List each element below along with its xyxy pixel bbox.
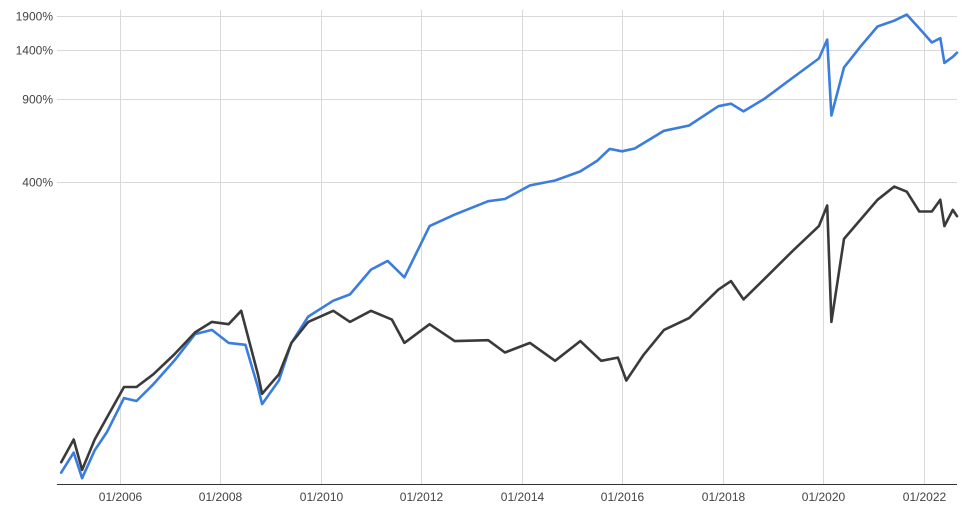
x-tick-label: 01/2022 (903, 490, 947, 504)
y-axis-tick-labels: 1900% 1400% 900% 400% (16, 10, 54, 190)
x-axis-tick-labels: 01/2006 01/2008 01/2010 01/2012 01/2014 01/20… (99, 490, 947, 504)
x-tick-label: 01/2012 (400, 490, 444, 504)
x-tick-label: 01/2008 (199, 490, 243, 504)
x-tick-label: 01/2014 (501, 490, 545, 504)
x-tick-label: 01/2018 (702, 490, 746, 504)
series-lines (59, 13, 959, 480)
x-tick-label: 01/2006 (99, 490, 143, 504)
x-tick-label: 01/2016 (601, 490, 645, 504)
x-tick-label: 01/2020 (802, 490, 846, 504)
series-line-1 (59, 13, 959, 480)
horizontal-gridlines (57, 16, 957, 183)
vertical-gridlines (57, 10, 957, 485)
x-tick-label: 01/2010 (300, 490, 344, 504)
y-tick-label: 1400% (16, 44, 54, 58)
series-line-2 (59, 185, 959, 472)
y-tick-label: 1900% (16, 10, 54, 24)
y-tick-label: 900% (22, 93, 53, 107)
y-tick-label: 400% (22, 176, 53, 190)
